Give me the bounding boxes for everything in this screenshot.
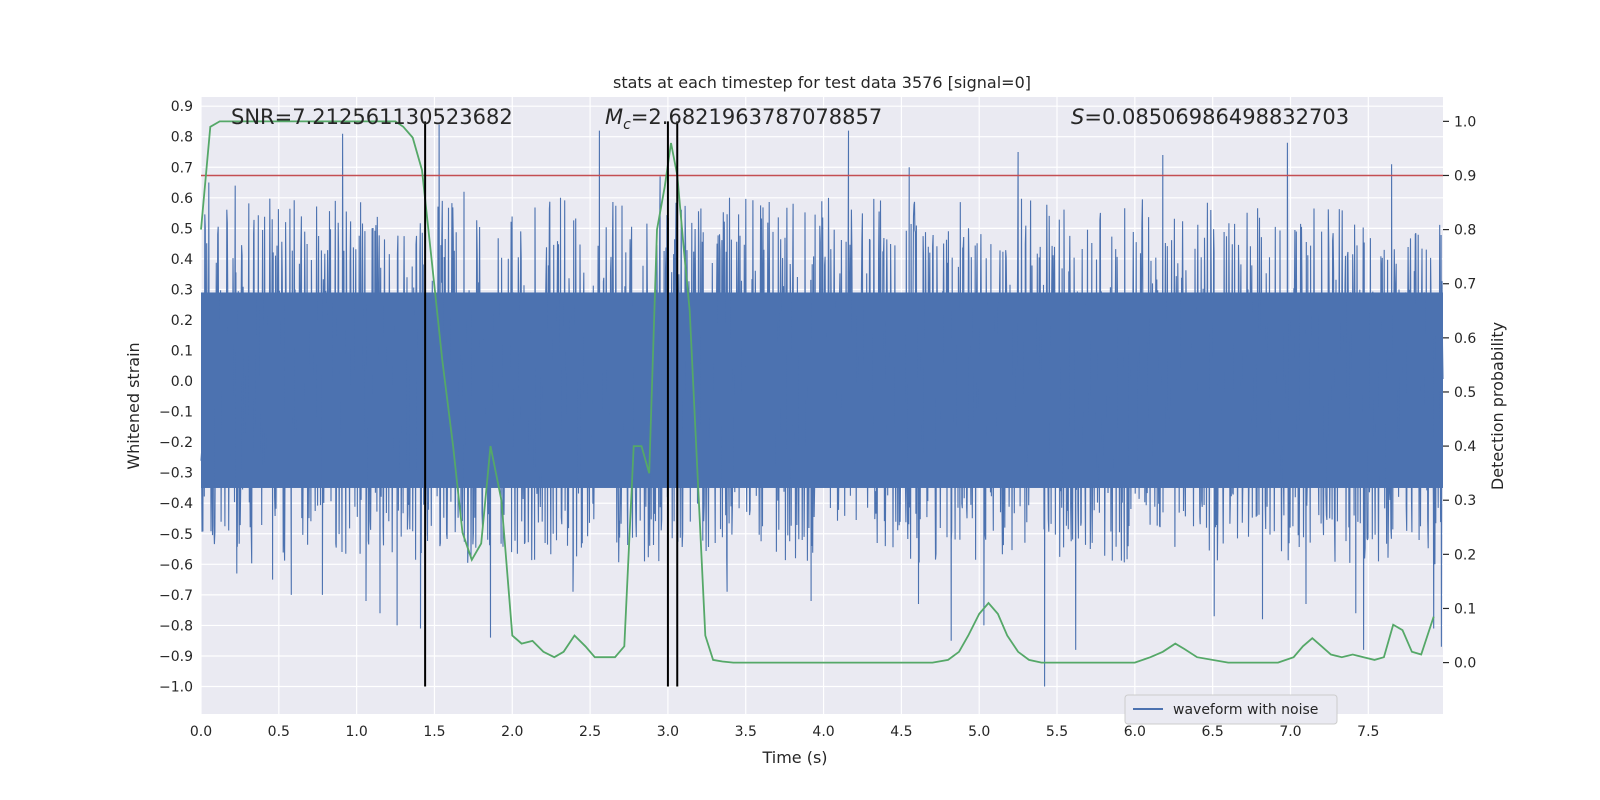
x-tick-label-3: 1.5 [423,724,445,740]
x-tick-label-11: 5.5 [1046,724,1068,740]
y-tick-label-3: 0.6 [171,191,193,207]
y-tick-label-1: 0.8 [171,130,193,146]
waveform-line [200,124,1444,687]
right-y-tick-label-3: 0.7 [1454,277,1476,293]
vertical-markers [424,121,679,687]
probability-line [200,120,1435,664]
x-tick-label-0: 0.0 [190,724,212,740]
x-tick-label-2: 1.0 [346,724,368,740]
x-tick-label-5: 2.5 [579,724,601,740]
y-tick-label-16: −0.7 [159,588,193,604]
y-tick-label-14: −0.5 [159,527,193,543]
y-tick-label-6: 0.3 [171,282,193,298]
x-tick-label-15: 7.5 [1357,724,1379,740]
x-tick-label-1: 0.5 [268,724,290,740]
y-tick-label-7: 0.2 [171,313,193,329]
y-tick-label-2: 0.7 [171,160,193,176]
mc-value: =2.6821963787078857 [631,105,882,129]
y-tick-label-9: 0.0 [171,374,193,390]
probability-series [200,120,1435,664]
x-tick-label-8: 4.0 [812,724,834,740]
right-y-tick-label-9: 0.1 [1454,601,1476,617]
x-tick-labels: 0.0 0.5 1.0 1.5 2.0 2.5 3.0 3.5 4.0 4.5 5.0 5.5 6.0 6… [190,724,1380,740]
right-y-tick-label-5: 0.5 [1454,385,1476,401]
s-symbol: S [1071,105,1084,129]
right-y-tick-label-2: 0.8 [1454,223,1476,239]
x-axis-label: Time (s) [761,748,827,767]
y-tick-label-8: 0.1 [171,344,193,360]
x-tick-label-7: 3.5 [735,724,757,740]
y-tick-label-15: −0.6 [159,557,193,573]
x-tick-label-13: 6.5 [1202,724,1224,740]
y-tick-label-17: −0.8 [159,618,193,634]
right-y-tick-label-7: 0.3 [1454,493,1476,509]
chart-title: stats at each timestep for test data 357… [613,73,1031,92]
right-y-tick-label-1: 0.9 [1454,168,1476,184]
y-tick-label-18: −0.9 [159,649,193,665]
y-tick-label-11: −0.2 [159,435,193,451]
x-tick-label-10: 5.0 [968,724,990,740]
y-axis-label: Whitened strain [124,342,143,469]
x-tick-label-9: 4.5 [890,724,912,740]
right-y-tick-label-8: 0.2 [1454,547,1476,563]
y-tick-label-5: 0.4 [171,252,193,268]
x-tick-label-6: 3.0 [657,724,679,740]
legend-box [1124,694,1338,725]
right-y-tick-label-4: 0.6 [1454,331,1476,347]
mc-subscript: c [623,117,631,133]
y-tick-label-0: 0.9 [171,99,193,115]
right-y-tick-label-10: 0.0 [1454,656,1476,672]
right-y-tick-label-6: 0.4 [1454,439,1476,455]
mc-symbol: M [605,105,623,129]
s-value: =0.08506986498832703 [1084,105,1349,129]
right-y-tick-label-0: 1.0 [1454,114,1476,130]
right-y-axis-label: Detection probability [1488,322,1507,490]
x-tick-label-4: 2.0 [501,724,523,740]
snr-annotation: SNR=7.212561130523682 [231,105,513,129]
x-tick-label-14: 7.0 [1279,724,1301,740]
legend: waveform with noise [1124,694,1338,725]
x-tick-label-12: 6.0 [1124,724,1146,740]
s-annotation: S=0.08506986498832703 [1071,105,1349,129]
right-y-tick-labels: 1.0 0.9 0.8 0.7 0.6 0.5 0.4 0.3 0.2 0.1 0.0 [1443,114,1476,672]
y-tick-label-4: 0.5 [171,221,193,237]
waveform-series [200,124,1444,687]
y-tick-labels: 0.9 0.8 0.7 0.6 0.5 0.4 0.3 0.2 0.1 0.0 −0.1 −0.2 −0… [159,99,193,695]
y-tick-label-13: −0.4 [159,496,193,512]
mc-annotation: Mc=2.6821963787078857 [605,105,882,133]
y-tick-label-12: −0.3 [159,466,193,482]
y-tick-label-10: −0.1 [159,405,193,421]
legend-label: waveform with noise [1173,702,1318,718]
y-tick-label-19: −1.0 [159,680,193,696]
